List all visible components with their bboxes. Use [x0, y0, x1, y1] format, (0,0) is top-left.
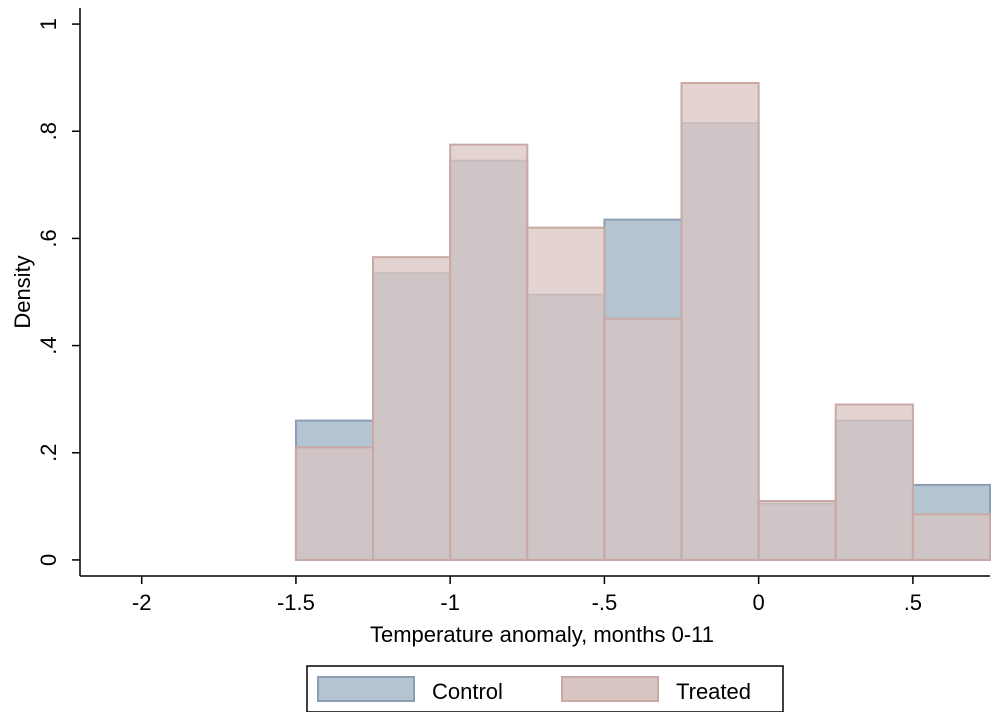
legend-swatch-control — [317, 676, 415, 702]
x-tick-label-3: -.5 — [592, 590, 618, 615]
y-tick-label-0: 0 — [36, 554, 61, 566]
y-tick-label-4: .8 — [36, 122, 61, 140]
y-tick-label-3: .6 — [36, 229, 61, 247]
x-tick-label-1: -1.5 — [277, 590, 315, 615]
y-tick-label-5: 1 — [36, 18, 61, 30]
axes: 0 .2 .4 .6 .8 1 -2 -1.5 -1 -.5 0 .5 — [36, 8, 990, 615]
x-tick-label-4: 0 — [753, 590, 765, 615]
bar-treated-4 — [603, 317, 683, 561]
legend-label-treated: Treated — [676, 679, 751, 704]
y-tick-label-1: .2 — [36, 444, 61, 462]
bar-treated-8 — [911, 513, 991, 561]
legend-label-control: Control — [432, 679, 503, 704]
y-tick-label-2: .4 — [36, 336, 61, 354]
bar-treated-7 — [834, 403, 914, 561]
x-tick-label-0: -2 — [132, 590, 152, 615]
x-tick-label-2: -1 — [440, 590, 460, 615]
x-axis-title: Temperature anomaly, months 0-11 — [370, 622, 714, 647]
bar-treated-2 — [449, 143, 529, 561]
legend: Control Treated — [306, 665, 784, 712]
bar-treated-3 — [526, 226, 606, 561]
legend-swatch-treated — [561, 676, 659, 702]
treated-bars — [294, 82, 991, 561]
bar-treated-6 — [757, 499, 837, 561]
y-axis-title: Density — [10, 255, 35, 328]
bar-treated-1 — [372, 256, 452, 561]
bar-treated-0 — [294, 446, 375, 561]
x-tick-label-5: .5 — [904, 590, 922, 615]
bar-treated-5 — [680, 82, 760, 561]
